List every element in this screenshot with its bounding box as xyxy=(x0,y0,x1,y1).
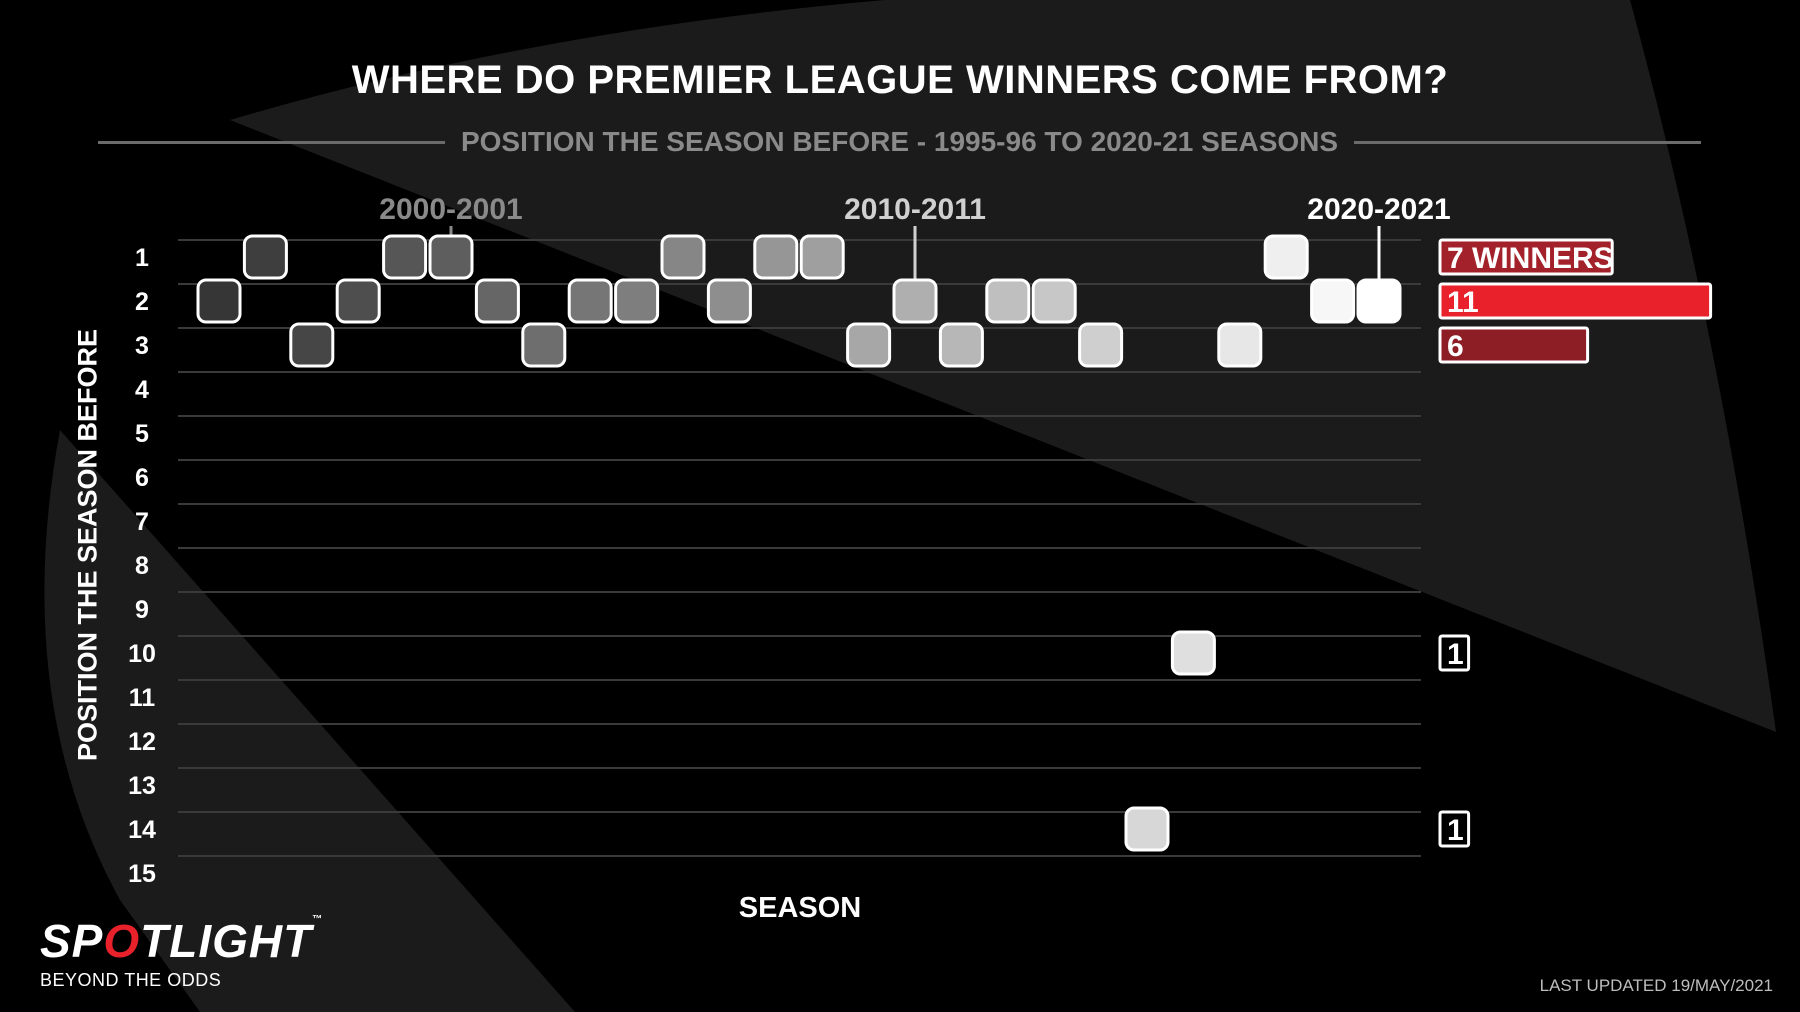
season-point xyxy=(753,234,799,280)
subtitle-rule-right xyxy=(1354,140,1701,144)
total-label: 1 xyxy=(1447,814,1464,847)
total-label: 1 xyxy=(1447,638,1464,671)
logo-trademark: ™ xyxy=(312,914,324,925)
y-tick-label: 10 xyxy=(128,640,156,668)
season-point xyxy=(892,278,938,324)
total-label: 6 xyxy=(1447,330,1464,363)
y-tick-label: 4 xyxy=(135,376,149,404)
logo-tagline: BEYOND THE ODDS xyxy=(40,970,222,990)
season-point xyxy=(474,278,520,324)
season-point xyxy=(706,278,752,324)
y-tick-label: 15 xyxy=(128,860,156,888)
season-point xyxy=(614,278,660,324)
season-point xyxy=(985,278,1031,324)
season-point xyxy=(1217,322,1263,368)
season-point xyxy=(1263,234,1309,280)
season-point xyxy=(428,234,474,280)
subtitle-rule-left xyxy=(98,140,445,144)
total-bar xyxy=(1438,326,1590,364)
y-tick-label: 1 xyxy=(135,244,149,272)
season-point xyxy=(1170,630,1216,676)
season-point xyxy=(242,234,288,280)
total-bar xyxy=(1438,634,1471,672)
season-point xyxy=(196,278,242,324)
season-point xyxy=(289,322,335,368)
season-point xyxy=(1356,278,1402,324)
y-tick-label: 12 xyxy=(128,728,156,756)
y-tick-label: 6 xyxy=(135,464,149,492)
y-tick-label: 5 xyxy=(135,420,149,448)
total-bar xyxy=(1438,282,1713,320)
y-tick-label: 13 xyxy=(128,772,156,800)
logo-o-mark: O xyxy=(103,915,141,967)
total-bar xyxy=(1438,238,1614,276)
spotlight-logo: SPOTLIGHT™ xyxy=(40,914,323,968)
logo-text-start: SP xyxy=(40,915,104,967)
total-bar xyxy=(1438,810,1471,848)
season-point xyxy=(1031,278,1077,324)
subtitle-row: POSITION THE SEASON BEFORE - 1995-96 TO … xyxy=(98,124,1701,160)
season-point xyxy=(938,322,984,368)
y-tick-label: 2 xyxy=(135,288,149,316)
season-marker-label: 2000-2001 xyxy=(379,193,522,226)
season-point xyxy=(660,234,706,280)
chart-subtitle: POSITION THE SEASON BEFORE - 1995-96 TO … xyxy=(460,126,1339,157)
season-marker-label: 2020-2021 xyxy=(1307,193,1450,226)
season-point xyxy=(335,278,381,324)
y-tick-label: 7 xyxy=(135,508,149,536)
y-tick-label: 3 xyxy=(135,332,149,360)
season-point xyxy=(1310,278,1356,324)
total-label: 7 WINNERS xyxy=(1447,242,1614,275)
season-point xyxy=(1124,806,1170,852)
last-updated: LAST UPDATED 19/MAY/2021 xyxy=(1539,976,1773,995)
season-marker-label: 2010-2011 xyxy=(844,193,986,226)
season-point xyxy=(799,234,845,280)
season-point xyxy=(567,278,613,324)
season-point xyxy=(846,322,892,368)
y-tick-label: 14 xyxy=(128,816,156,844)
logo-text-end: TLIGHT xyxy=(140,915,313,967)
season-point xyxy=(382,234,428,280)
season-point xyxy=(521,322,567,368)
season-point xyxy=(1078,322,1124,368)
x-axis-label: SEASON xyxy=(738,892,862,924)
y-tick-label: 9 xyxy=(135,596,149,624)
total-label: 11 xyxy=(1447,286,1479,319)
y-tick-label: 8 xyxy=(135,552,149,580)
chart-title: WHERE DO PREMIER LEAGUE WINNERS COME FRO… xyxy=(351,58,1449,102)
y-tick-label: 11 xyxy=(129,684,156,712)
